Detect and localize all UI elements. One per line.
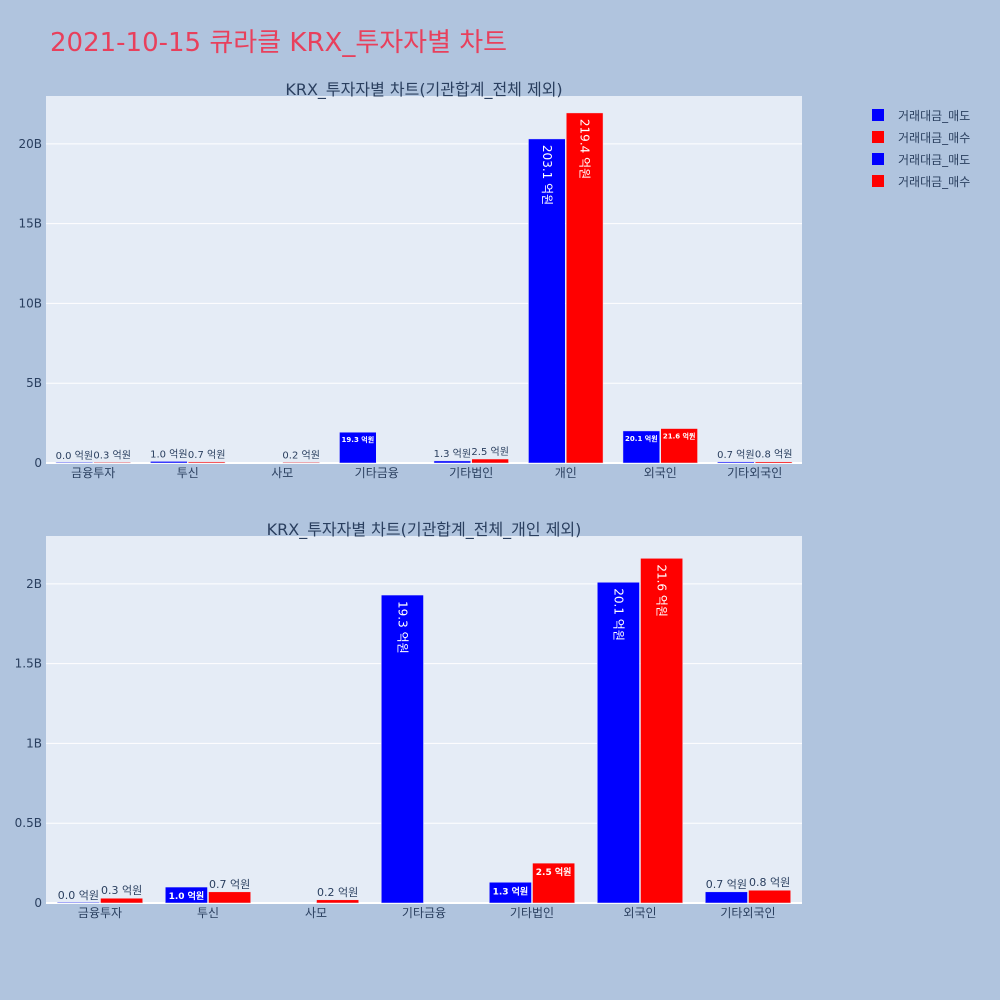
bar [55, 461, 93, 464]
data-label: 19.3 억원 [395, 601, 409, 654]
y-tick-label: 2B [26, 577, 42, 591]
legend-swatch [872, 153, 884, 165]
data-label: 0.8 억원 [755, 449, 792, 461]
x-tick-label: 외국인 [644, 466, 677, 480]
legend-swatch [872, 109, 884, 121]
x-tick-label: 기타외국인 [720, 906, 775, 920]
bar [528, 138, 566, 464]
x-tick-label: 기타금융 [402, 906, 446, 920]
legend-swatch [872, 175, 884, 187]
data-label: 19.3 억원 [342, 435, 375, 444]
x-tick-label: 사모 [305, 906, 327, 920]
bar [150, 461, 188, 464]
bar [705, 891, 748, 904]
data-label: 20.1 억원 [611, 588, 625, 641]
chart-panel-2: 0 0.5B 1B 1.5B 2B KRX_투자자별 차트(기관합계_전체_개인 제외) 금… [15, 520, 802, 920]
bar [597, 582, 640, 904]
bar [622, 430, 661, 464]
data-label: 0.7 억원 [706, 878, 747, 891]
chart-title: KRX_투자자별 차트(기관합계_전체_개인 제외) [267, 520, 582, 540]
y-tick-label: 20B [18, 137, 42, 151]
data-label: 1.0 억원 [150, 448, 187, 460]
y-tick-label: 15B [18, 217, 42, 231]
data-label: 0.8 억원 [749, 876, 790, 889]
x-tick-label: 사모 [271, 466, 293, 480]
y-tick-label: 1B [26, 736, 42, 750]
data-label: 2.5 억원 [471, 446, 508, 458]
legend-swatch [872, 131, 884, 143]
bar [165, 886, 208, 904]
bar [316, 899, 359, 904]
bar [471, 458, 509, 464]
bar [381, 594, 424, 904]
bar [339, 431, 377, 464]
legend-label: 거래대금_매도 [898, 152, 971, 167]
x-tick-label: 외국인 [623, 906, 656, 920]
bar [433, 460, 472, 464]
x-tick-label: 개인 [555, 466, 577, 480]
legend-item[interactable]: 거래대금_매수 [872, 170, 970, 192]
data-label: 21.6 억원 [655, 564, 669, 617]
bar [717, 461, 755, 464]
bar [660, 428, 698, 464]
bar [755, 461, 793, 464]
plot-area [46, 536, 802, 903]
page-title: 2021-10-15 큐라클 KRX_투자자별 차트 [50, 28, 508, 58]
data-label: 0.0 억원 [56, 450, 93, 462]
data-label: 1.3 억원 [434, 448, 471, 460]
data-label: 1.0 억원 [169, 890, 205, 902]
x-tick-label: 기타외국인 [727, 466, 782, 480]
y-tick-label: 0.5B [15, 816, 42, 830]
data-label: 0.7 억원 [717, 449, 754, 461]
x-tick-label: 기타법인 [510, 906, 554, 920]
data-label: 20.1 억원 [625, 434, 658, 443]
x-tick-label: 금융투자 [71, 466, 115, 480]
bar [640, 558, 683, 904]
data-label: 0.7 억원 [209, 878, 250, 891]
bar [566, 112, 604, 464]
data-label: 0.2 억원 [282, 450, 319, 462]
data-label: 1.3 억원 [493, 885, 529, 897]
x-tick-label: 기타금융 [355, 466, 399, 480]
data-label: 0.3 억원 [93, 450, 130, 462]
bar [100, 897, 143, 904]
data-label: 21.6 억원 [663, 432, 696, 441]
legend-item[interactable]: 거래대금_매도 [872, 148, 970, 170]
data-label: 0.3 억원 [101, 884, 142, 897]
bar [748, 889, 791, 904]
data-label: 0.0 억원 [58, 889, 99, 902]
data-label: 0.2 억원 [317, 886, 358, 899]
bar [532, 862, 575, 904]
legend-label: 거래대금_매도 [898, 108, 971, 123]
chart-panel-1: 0 5B 10B 15B 20B KRX_투자자별 차트(기관합계_전체 제외) 금융투자 0… [18, 80, 802, 480]
data-label: 2.5 억원 [536, 866, 572, 878]
y-tick-label: 0 [34, 896, 42, 910]
legend-item[interactable]: 거래대금_매도 [872, 104, 970, 126]
legend-item[interactable]: 거래대금_매수 [872, 126, 970, 148]
legend: 거래대금_매도 거래대금_매수 거래대금_매도 거래대금_매수 [872, 104, 970, 192]
chart-title: KRX_투자자별 차트(기관합계_전체 제외) [285, 80, 562, 100]
bar [93, 461, 131, 464]
bar [282, 461, 320, 464]
x-tick-label: 기타법인 [449, 466, 493, 480]
x-tick-label: 투신 [177, 466, 199, 480]
data-label: 219.4 억원 [578, 119, 592, 179]
data-label: 0.7 억원 [188, 449, 225, 461]
x-tick-label: 금융투자 [78, 906, 122, 920]
y-tick-label: 5B [26, 376, 42, 390]
bar [208, 891, 251, 904]
y-tick-label: 0 [34, 456, 42, 470]
legend-label: 거래대금_매수 [898, 130, 971, 145]
y-tick-label: 1.5B [15, 657, 42, 671]
bar [57, 901, 100, 904]
data-label: 203.1 억원 [540, 145, 554, 205]
bar [188, 461, 226, 464]
bar [489, 882, 532, 904]
x-tick-label: 투신 [197, 906, 219, 920]
y-tick-label: 10B [18, 296, 42, 310]
plot-area [46, 96, 802, 463]
legend-label: 거래대금_매수 [898, 174, 971, 189]
